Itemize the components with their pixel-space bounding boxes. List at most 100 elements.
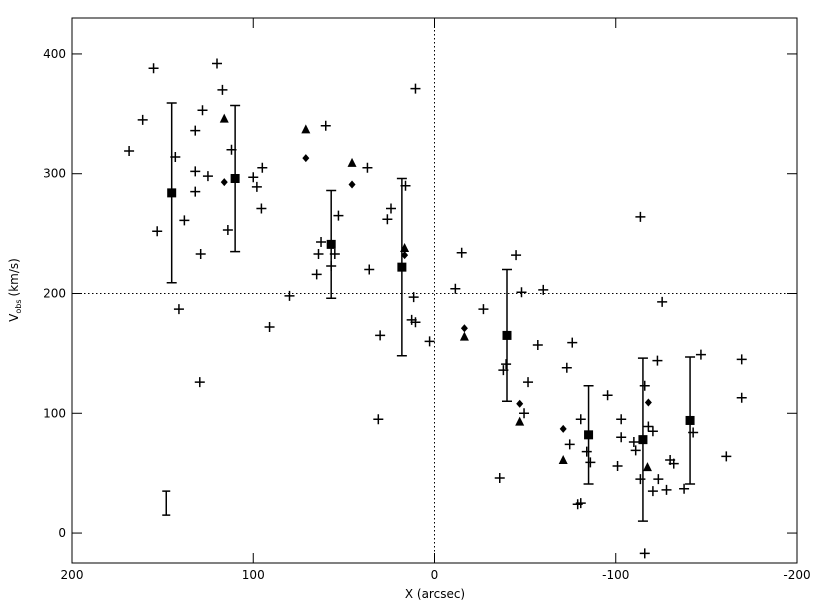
plus-point [313,248,324,259]
square-point [397,262,407,272]
plus-point [450,283,461,294]
plus-point [284,290,295,301]
plus-point [410,83,421,94]
plus-point [382,214,393,225]
plus-point [364,264,375,275]
diamond-point [559,424,567,433]
y-label-rest: (km/s) [7,258,21,296]
plus-point [152,226,163,237]
square-point [685,415,695,425]
plus-point [362,162,373,173]
triangle-point [515,416,525,426]
plus-point [424,336,435,347]
plus-point [212,58,222,69]
plus-point [375,330,386,341]
plus-point [333,210,344,221]
plus-point [639,380,650,391]
diamond-point [644,398,652,407]
plus-point [124,145,135,156]
triangle-point [558,454,568,464]
plus-point [248,172,259,183]
x-axis-label: X (arcsec) [405,587,465,601]
plus-point [148,63,159,74]
plus-point [511,250,522,261]
plus-point [251,181,262,192]
plus-point [173,304,184,315]
plus-point [575,414,586,425]
plus-point [519,408,530,419]
plus-point [635,474,646,485]
plus-point [695,349,706,360]
square-point [584,430,594,440]
plus-point [190,186,201,197]
plus-point [311,269,322,280]
plus-point [494,472,505,483]
plus-point [585,457,596,468]
x-tick-label: 100 [242,568,265,582]
plus-point [257,162,268,173]
plus-point [320,120,331,131]
plus-point [190,125,201,136]
plus-point [616,432,627,443]
plus-point [410,317,421,328]
plus-point [256,203,267,214]
square-point [167,188,177,198]
plus-point [264,322,275,333]
x-tick-label: -200 [783,568,810,582]
plus-point [316,236,327,247]
plus-point [386,203,396,214]
y-label-sub: obs [14,299,23,313]
y-tick-label: 100 [43,406,66,420]
plus-point [516,287,527,298]
y-tick-label: 200 [43,286,66,300]
triangle-point [347,157,357,167]
x-tick-label: -100 [602,568,629,582]
plus-point [456,247,467,258]
plus-point [564,439,575,450]
scale-error-bar [162,490,171,516]
plus-point [190,166,201,177]
plus-point [217,84,228,95]
square-point [502,330,512,340]
y-tick-label: 0 [58,526,66,540]
plus-point [653,474,664,485]
plus-point [639,548,650,559]
y-tick-label: 400 [43,47,66,61]
plus-point [194,377,205,388]
plus-point [581,446,592,457]
diamond-point [302,154,310,163]
plus-point [661,484,672,495]
plus-point [202,171,213,182]
diamond-point [516,399,524,408]
diamond-point [220,178,228,187]
plus-point [575,498,586,509]
diamond-point [460,324,468,333]
x-tick-label: 0 [431,568,439,582]
plus-point [643,421,654,432]
plus-point [647,426,658,437]
plus-point [567,337,578,348]
plus-point [679,483,690,494]
plus-point [657,296,668,307]
plus-point [736,354,747,365]
plus-point [668,458,679,469]
plus-point [195,248,206,259]
plus-point [612,460,623,471]
plus-point [616,414,627,425]
plus-point [652,355,663,366]
plus-point [602,390,613,401]
plus-point [628,437,639,448]
plus-point [532,340,543,350]
triangle-point [459,331,469,341]
plus-point [635,211,646,222]
plus-point [137,114,148,125]
triangle-point [642,462,652,472]
plus-point [222,225,233,236]
diamond-point [348,180,356,189]
plus-point [736,392,747,403]
plus-point [721,451,732,462]
y-tick-label: 300 [43,167,66,181]
plus-point [408,292,419,303]
x-tick-label: 200 [61,568,84,582]
plus-point [561,362,572,373]
